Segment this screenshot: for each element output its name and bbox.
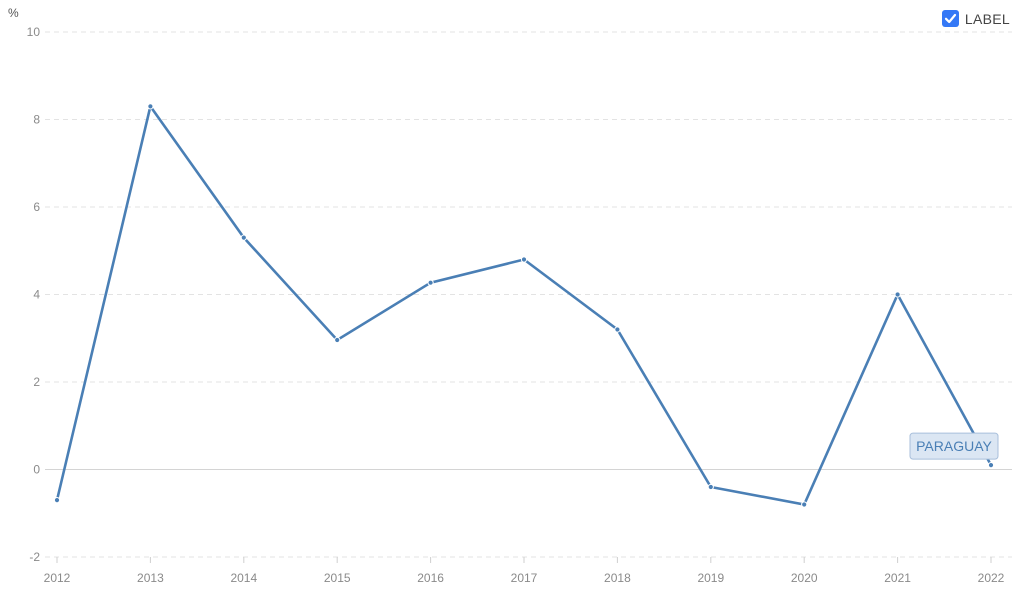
x-tick-label: 2013 (137, 571, 164, 585)
x-tick-label: 2016 (417, 571, 444, 585)
x-tick-label: 2017 (511, 571, 538, 585)
label-toggle-text: LABEL (964, 10, 1010, 27)
y-tick-label: 4 (33, 288, 40, 302)
x-tick-label: 2014 (230, 571, 257, 585)
data-point[interactable] (334, 336, 341, 344)
x-tick-label: 2020 (791, 571, 818, 585)
x-tick-label: 2022 (978, 571, 1005, 585)
x-tick-label: 2018 (604, 571, 631, 585)
data-point[interactable] (987, 462, 995, 469)
y-tick-label: 10 (27, 25, 41, 39)
x-tick-label: 2021 (884, 571, 911, 585)
x-tick-label: 2015 (324, 571, 351, 585)
data-point[interactable] (707, 483, 714, 491)
y-axis: -2 0 2 4 6 8 10 (27, 25, 41, 564)
data-point[interactable] (801, 501, 808, 508)
data-point[interactable] (427, 279, 434, 286)
y-unit-label: % (8, 6, 19, 20)
y-tick-label: -2 (29, 550, 40, 564)
series-group (53, 103, 995, 508)
data-point[interactable] (240, 234, 247, 241)
data-point[interactable] (53, 497, 61, 504)
y-tick-label: 8 (33, 113, 40, 127)
series-label-box (909, 432, 999, 460)
data-point[interactable] (520, 256, 528, 263)
data-point[interactable] (894, 291, 901, 298)
series-line (55, 103, 993, 506)
x-tick-label: 2019 (697, 571, 724, 585)
x-tick-label: 2012 (44, 571, 71, 585)
checkbox-checked-icon[interactable] (941, 10, 959, 27)
data-point[interactable] (614, 326, 621, 333)
y-tick-label: 6 (33, 200, 40, 214)
label-toggle[interactable]: LABEL (941, 10, 1010, 27)
y-tick-label: 0 (33, 463, 40, 477)
x-axis: 2012 2013 2014 2015 2016 2017 2018 2019 2020 2021… (44, 557, 1005, 585)
y-tick-label: 2 (33, 375, 40, 389)
series-label-text: PARAGUAY (916, 438, 992, 454)
grid-lines (45, 31, 1012, 558)
series-label-group: PARAGUAY (909, 432, 999, 460)
data-point[interactable] (147, 103, 154, 110)
